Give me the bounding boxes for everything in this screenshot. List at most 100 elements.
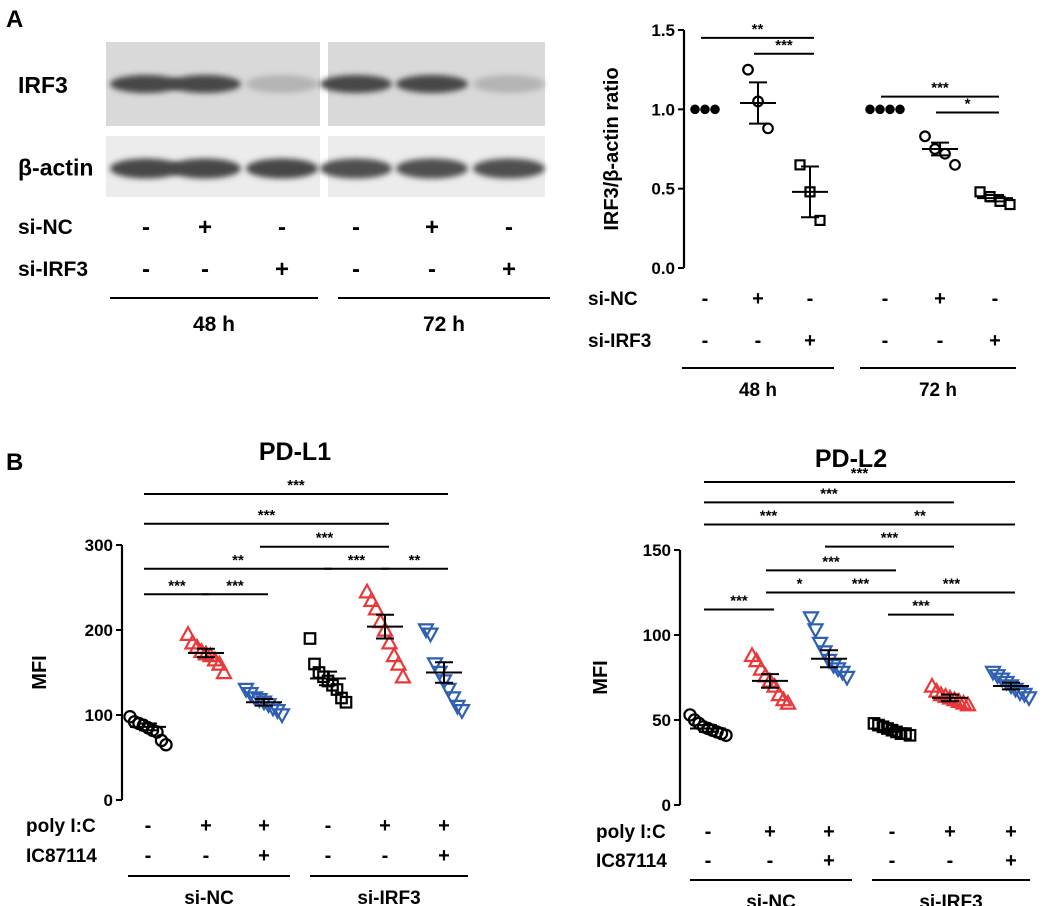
blot-timepoint-label: 72 h xyxy=(423,313,465,336)
data-point xyxy=(444,691,462,708)
blot-sign: - xyxy=(352,214,360,241)
blot-band xyxy=(396,75,468,93)
data-point xyxy=(794,159,806,171)
blot-band xyxy=(110,75,182,93)
blot-band xyxy=(396,158,468,179)
blot-sign: - xyxy=(278,214,286,241)
data-point xyxy=(159,738,173,752)
blot-sign: - xyxy=(142,256,150,283)
data-point xyxy=(237,682,255,699)
treatment-sign: - xyxy=(992,288,999,310)
treatment-sign: + xyxy=(823,821,835,843)
data-point xyxy=(984,191,996,203)
y-tick-label: 1.5 xyxy=(651,21,675,40)
data-point xyxy=(453,704,471,721)
blot-sign: + xyxy=(502,256,516,283)
treatment-sign: + xyxy=(944,821,956,843)
treatment-sign: - xyxy=(767,850,774,872)
treatment-sign: + xyxy=(989,330,1001,352)
data-point xyxy=(303,632,317,645)
blot-band xyxy=(473,158,545,179)
significance-label: *** xyxy=(730,593,748,610)
significance-label: * xyxy=(965,96,971,113)
significance-label: ** xyxy=(914,508,926,525)
treatment-sign: + xyxy=(1005,850,1017,872)
blot-band xyxy=(110,158,182,179)
significance-label: *** xyxy=(943,576,961,593)
group-label: si-IRF3 xyxy=(919,892,982,906)
y-tick-label: 50 xyxy=(652,711,671,730)
significance-label: *** xyxy=(931,80,949,97)
data-point xyxy=(829,662,847,679)
data-point xyxy=(362,590,381,607)
blot-treatment-label: si-NC xyxy=(18,216,73,239)
treatment-sign: + xyxy=(804,330,816,352)
blot-treatment-label: si-IRF3 xyxy=(18,258,88,281)
data-point xyxy=(762,122,774,135)
treatment-sign: - xyxy=(382,845,389,867)
data-point xyxy=(389,654,408,671)
blot-row-label: β-actin xyxy=(18,155,93,181)
data-point xyxy=(802,611,820,628)
significance-label: *** xyxy=(226,577,244,594)
group-label: si-IRF3 xyxy=(357,888,420,906)
blot-sign: - xyxy=(142,214,150,241)
treatment-sign: - xyxy=(325,845,332,867)
significance-label: *** xyxy=(168,577,186,594)
data-point xyxy=(939,147,951,160)
treatment-label: si-NC xyxy=(588,289,638,310)
treatment-label: si-IRF3 xyxy=(588,331,651,352)
treatment-label: IC87114 xyxy=(26,846,97,867)
y-tick-label: 100 xyxy=(85,706,113,725)
data-point xyxy=(215,663,233,680)
data-point xyxy=(838,670,856,687)
data-point xyxy=(814,214,826,226)
blot-band xyxy=(246,75,318,93)
group-label: si-NC xyxy=(184,888,234,906)
data-point xyxy=(885,104,895,115)
treatment-sign: + xyxy=(1005,821,1017,843)
y-tick-label: 200 xyxy=(85,621,113,640)
treatment-sign: - xyxy=(702,330,709,352)
treatment-sign: - xyxy=(882,330,889,352)
treatment-sign: + xyxy=(258,845,270,867)
significance-label: *** xyxy=(822,553,840,570)
data-point xyxy=(380,633,399,650)
treatment-sign: + xyxy=(438,845,450,867)
data-point xyxy=(959,695,977,712)
data-point xyxy=(954,693,973,710)
data-point xyxy=(742,63,754,76)
data-point xyxy=(865,104,875,115)
significance-label: *** xyxy=(820,485,838,502)
blot-band xyxy=(320,158,392,179)
data-point xyxy=(1015,687,1034,704)
data-point xyxy=(421,627,440,644)
blot-band xyxy=(473,75,545,93)
y-tick-label: 150 xyxy=(643,541,671,560)
data-point xyxy=(690,104,700,115)
significance-label: ** xyxy=(232,552,244,569)
data-point xyxy=(719,728,733,743)
blot-sign: - xyxy=(428,256,436,283)
significance-label: *** xyxy=(287,477,305,494)
data-point xyxy=(1020,691,1038,708)
treatment-sign: - xyxy=(889,821,896,843)
treatment-sign: - xyxy=(705,821,712,843)
y-tick-label: 0 xyxy=(662,796,671,815)
treatment-sign: + xyxy=(823,850,835,872)
data-point xyxy=(710,104,720,115)
data-point xyxy=(833,665,852,682)
treatment-sign: - xyxy=(145,815,152,837)
data-point xyxy=(268,704,287,721)
significance-label: *** xyxy=(760,508,778,525)
data-point xyxy=(974,186,986,198)
treatment-label: poly I:C xyxy=(596,822,666,843)
data-point xyxy=(700,104,710,115)
y-tick-label: 0 xyxy=(104,791,113,810)
data-point xyxy=(417,623,435,640)
chart-title: PD-L2 xyxy=(815,445,887,473)
treatment-label: poly I:C xyxy=(26,816,96,837)
western-blot: IRF3 β-actin si-NC - + - - + - si-IRF3 - - + - - +48 h 7… xyxy=(18,42,550,336)
